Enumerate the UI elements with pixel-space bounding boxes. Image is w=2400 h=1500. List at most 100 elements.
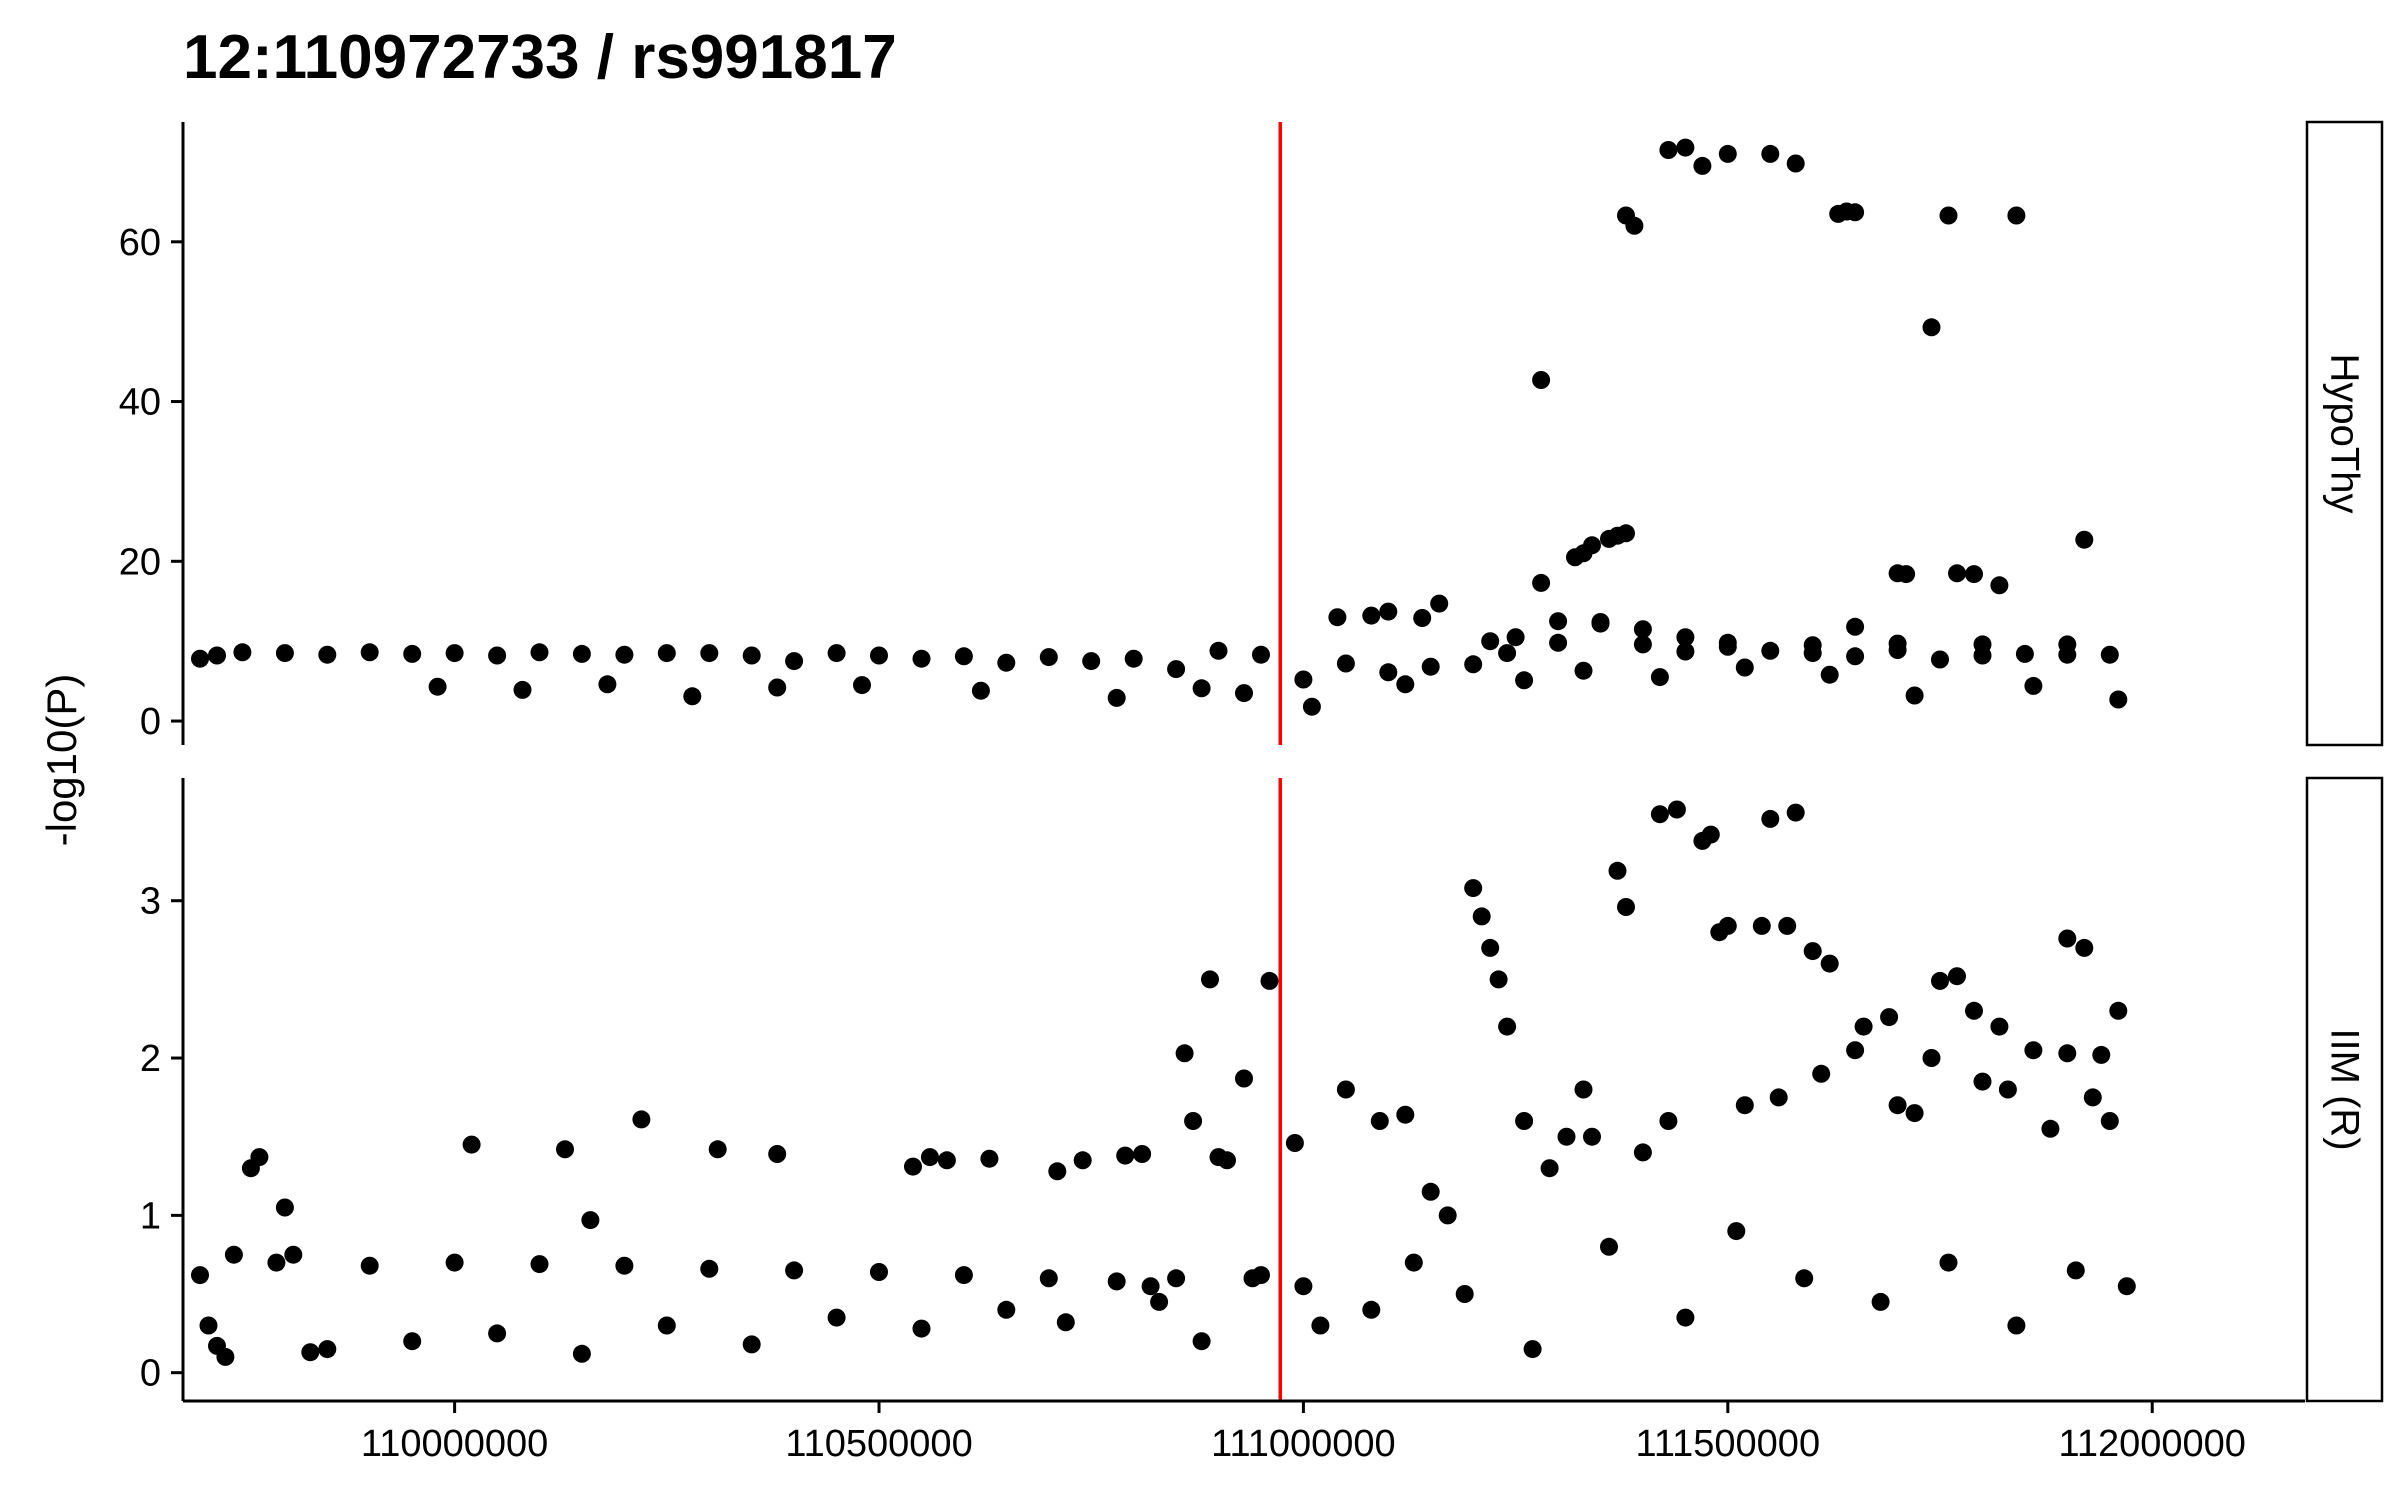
data-point [1897,565,1916,584]
data-point [2041,1119,2060,1138]
data-point [191,1266,209,1285]
data-point [1591,613,1610,631]
data-point [1557,1127,1576,1146]
data-point [403,644,422,663]
data-point [1379,663,1398,682]
data-point [1218,1151,1236,1170]
data-point [581,1211,600,1230]
data-point [1481,938,1500,957]
data-point [556,1140,574,1159]
data-point [360,1256,379,1275]
data-point [1854,1017,1873,1036]
data-point [1362,606,1381,625]
data-point [1769,1088,1788,1107]
data-point [1498,644,1517,663]
data-point [1532,371,1551,389]
data-point [2075,530,2094,549]
data-point [971,681,990,700]
y-tick-label: 0 [140,701,161,743]
data-point [1931,650,1949,669]
facet-label: IIM (R) [2323,1028,2367,1150]
data-point [1633,1143,1652,1162]
data-point [598,675,617,694]
data-point [1252,645,1270,664]
data-point [997,1300,1016,1319]
panel-0-points [191,138,2128,716]
data-point [428,677,447,696]
data-point [708,1140,727,1159]
data-point [1549,633,1568,652]
data-point [1413,609,1432,627]
data-point [1150,1292,1169,1311]
data-point [1667,800,1686,819]
data-point [1846,647,1865,666]
data-point [275,644,294,663]
data-point [1718,144,1737,163]
data-point [1574,1080,1593,1099]
data-point [1260,971,1279,990]
y-tick-label: 0 [140,1353,161,1395]
data-point [2007,206,2026,225]
data-point [1192,1332,1211,1351]
data-point [1056,1313,1075,1332]
x-tick-label: 111500000 [1636,1423,1821,1465]
data-point [1583,1127,1601,1146]
data-point [632,1110,651,1129]
data-point [488,1324,507,1343]
data-point [530,643,549,662]
data-point [2117,1277,2136,1296]
data-point [742,646,761,665]
y-tick-label: 20 [119,541,161,583]
data-point [1506,628,1525,647]
data-point [1328,608,1347,627]
data-point [1608,861,1627,880]
data-point [318,1340,337,1359]
data-point [224,1245,243,1264]
data-point [1600,1237,1618,1256]
data-point [1659,141,1678,159]
data-point [1752,916,1771,935]
data-point [1583,536,1601,555]
y-tick-label: 40 [119,382,161,424]
data-point [742,1335,761,1354]
data-point [191,649,209,668]
data-point [657,1316,676,1335]
data-point [700,644,719,663]
data-point [827,644,846,663]
panel-1-points [191,800,2136,1366]
data-point [2058,1044,2077,1063]
data-point [216,1347,235,1366]
data-point [2075,938,2094,957]
data-point [1701,825,1720,844]
data-point [1073,1151,1092,1170]
data-point [1285,1134,1304,1152]
data-point [1718,637,1737,656]
data-point [1905,686,1924,705]
data-point [199,1316,218,1335]
data-point [1888,641,1907,659]
data-point [1786,803,1805,822]
data-point [301,1343,320,1362]
y-tick-label: 60 [119,222,161,264]
data-point [1107,688,1126,707]
data-point [1141,1277,1160,1296]
data-point [768,1145,787,1163]
data-point [1574,661,1593,680]
data-point [1693,156,1712,175]
data-point [1633,635,1652,654]
data-point [1209,641,1228,660]
data-point [1396,1105,1415,1124]
data-point [2066,1261,2085,1280]
data-point [1048,1162,1067,1181]
data-point [1973,1072,1992,1091]
data-point [1302,697,1321,716]
data-point [1430,594,1449,613]
data-point [1184,1112,1203,1130]
data-point [904,1157,922,1176]
panels-layer: 0 20 40 60 HypoThy 0 1 2 3 IIM (R) [119,120,2384,1403]
data-point [1888,1096,1907,1115]
data-point [1965,565,1983,584]
data-point [1294,1277,1313,1296]
data-point [2109,690,2128,709]
